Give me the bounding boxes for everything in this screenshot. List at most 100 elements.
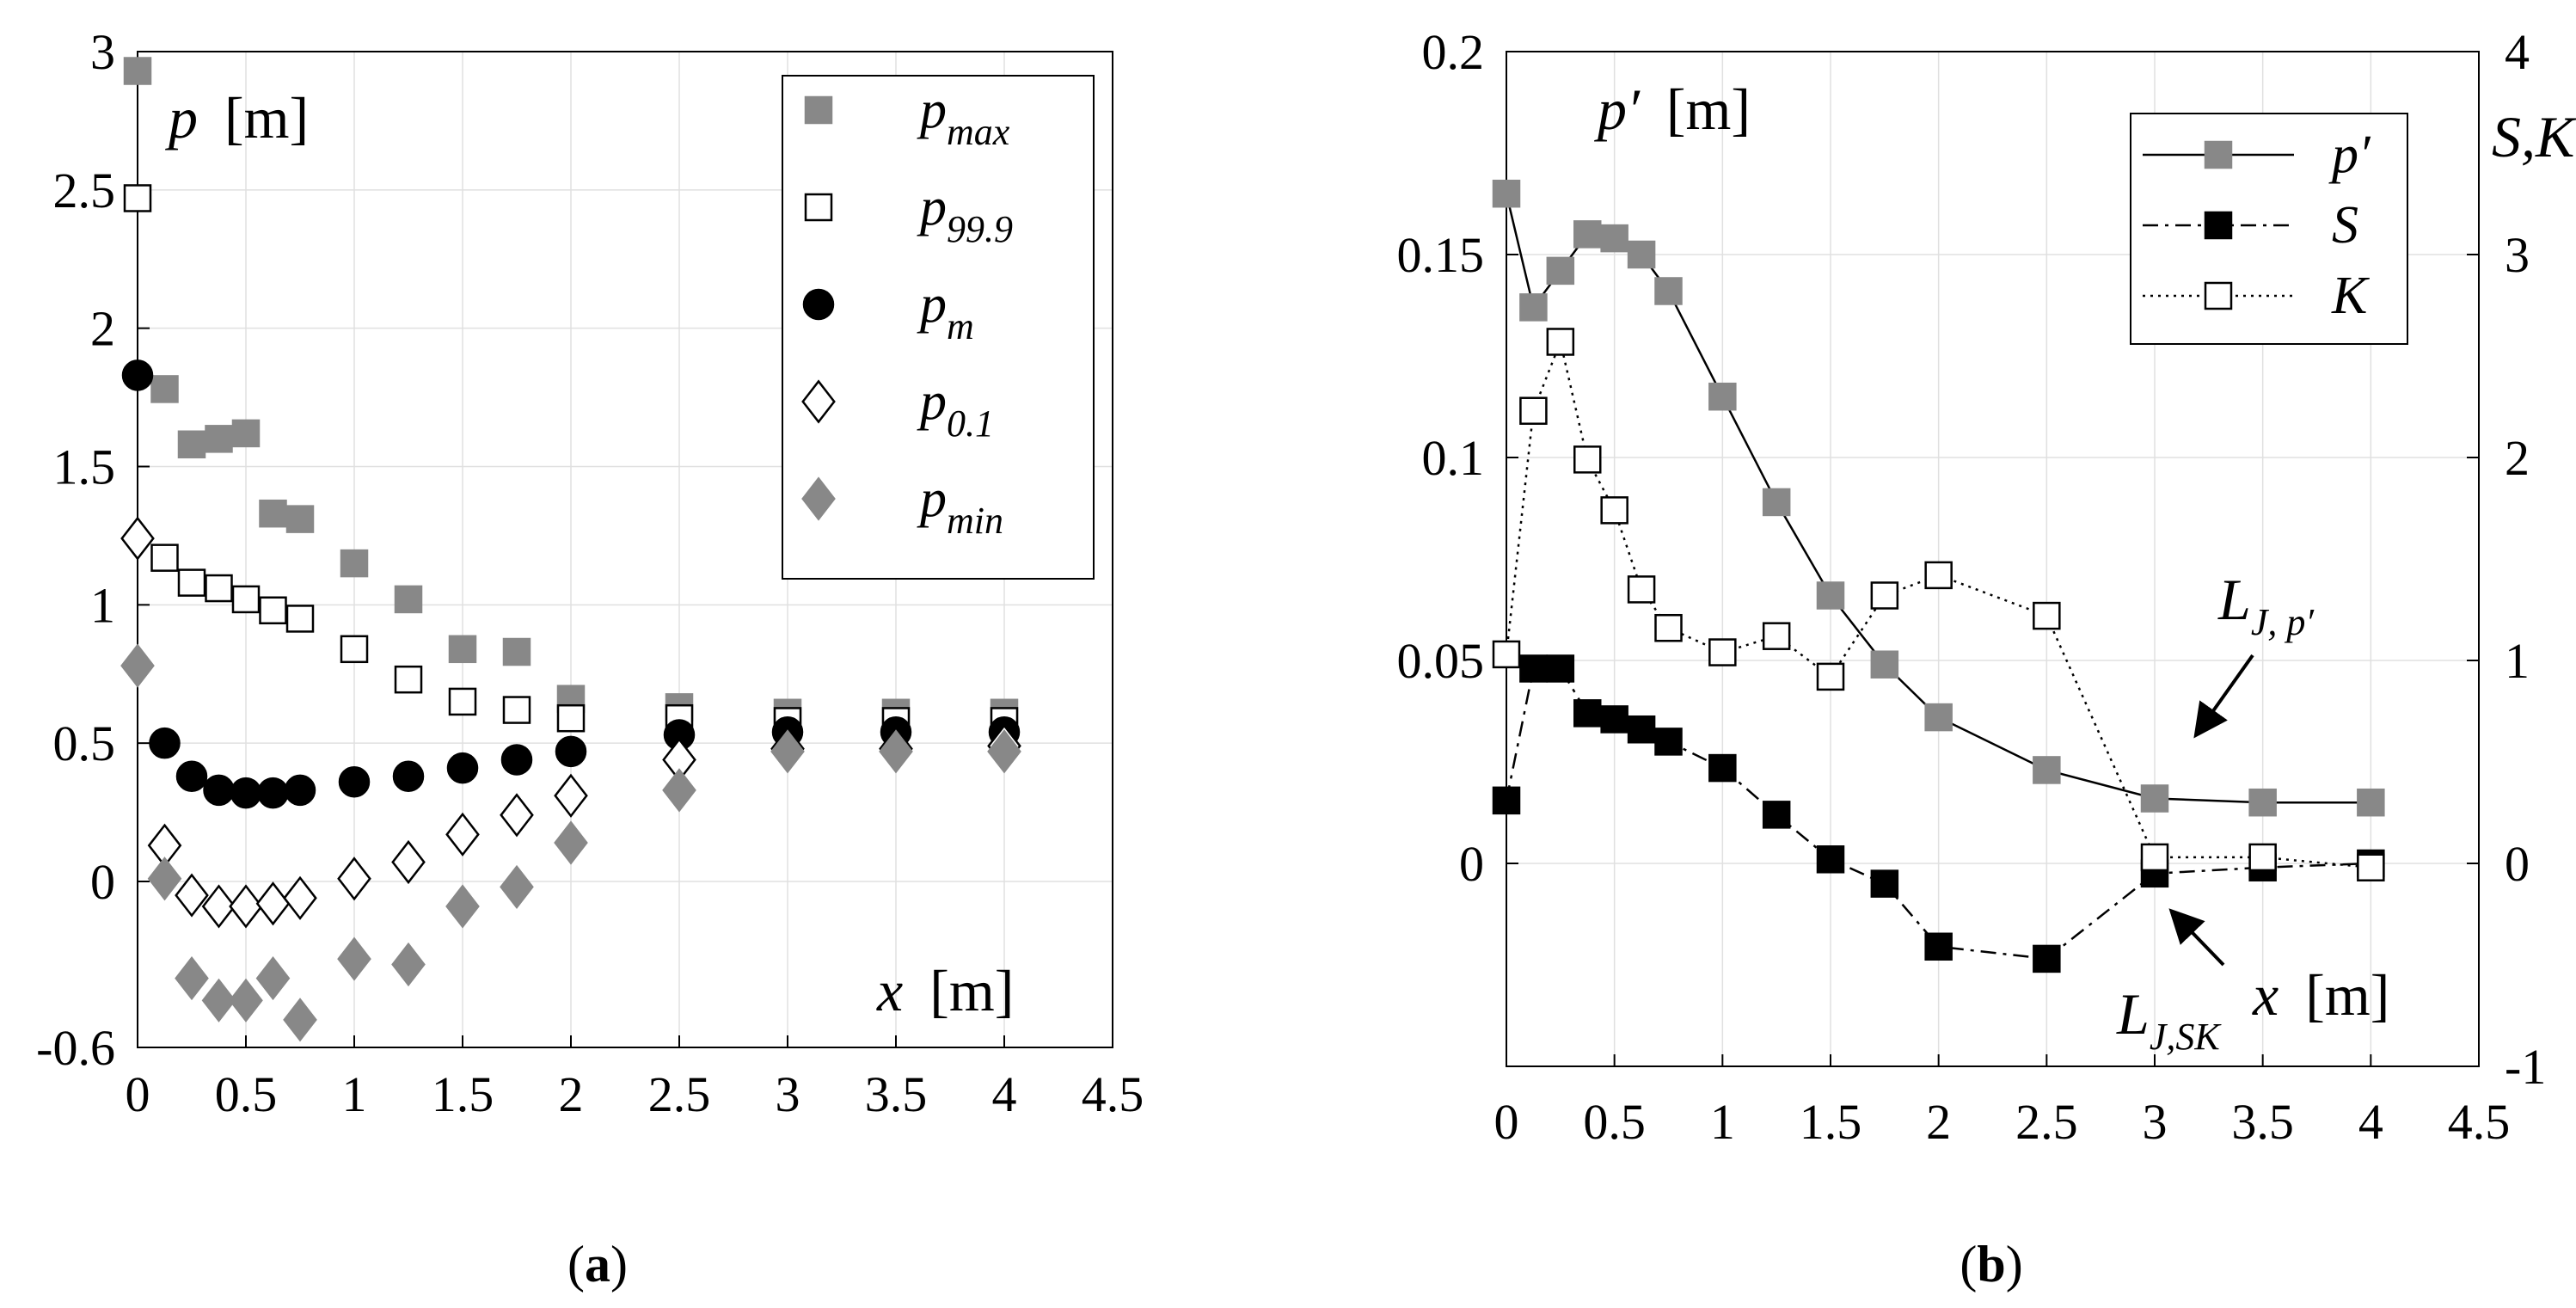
- point-pprime: [1546, 256, 1575, 286]
- chart-a-ytick-label: 0: [90, 854, 115, 910]
- point-pmax: [394, 585, 423, 614]
- point-S: [1924, 932, 1953, 961]
- point-pm: [121, 359, 154, 391]
- point-pmin: [283, 998, 317, 1042]
- point-pmax: [150, 375, 179, 403]
- chart-b-xtick-label: 2.5: [2015, 1094, 2078, 1150]
- chart-a-ytick-label: 0.5: [53, 715, 116, 771]
- point-pprime: [2248, 788, 2277, 817]
- point-pmin: [337, 936, 371, 981]
- point-K: [1654, 613, 1683, 642]
- point-p999: [231, 585, 261, 614]
- legend-marker-S: [2204, 211, 2233, 240]
- chart-b-legend: p′ SK: [2130, 113, 2408, 345]
- chart-a-xtick-label: 3.5: [865, 1066, 928, 1122]
- chart-a-ytick-label: 2: [90, 301, 115, 357]
- chart-b-ytick-right-label: 1: [2505, 633, 2530, 689]
- legend-label-S: S: [2332, 196, 2358, 255]
- chart-b-ylabel-var: p′: [1594, 77, 1641, 142]
- point-p01: [554, 773, 588, 818]
- legend-label-p999: p99.9: [917, 178, 1013, 250]
- chart-b: 0 0.5 1 1.5 2 2.5 3 3.5 4 4.5 0 0.05 0.1 0.15 0.2 -1 0 1 2…: [1397, 24, 2576, 1293]
- point-pprime: [1870, 650, 1899, 679]
- point-p01: [120, 516, 155, 561]
- point-pmax: [259, 499, 287, 528]
- chart-b-ytick-right-label: -1: [2505, 1039, 2546, 1095]
- chart-b-ytick-label: 0.1: [1422, 430, 1485, 486]
- point-pmax: [205, 425, 233, 453]
- point-p999: [123, 184, 152, 212]
- chart-a-marks: [120, 57, 1021, 1042]
- point-p999: [259, 596, 287, 625]
- chart-b-xtick-label: 3.5: [2231, 1094, 2294, 1150]
- point-K: [2357, 853, 2385, 881]
- point-p01: [337, 857, 371, 901]
- point-S: [1762, 801, 1791, 829]
- point-pprime: [1708, 382, 1737, 411]
- series-line-K: [1505, 338, 2371, 869]
- point-pm: [257, 777, 289, 809]
- chart-a-ytick-label: 1: [90, 577, 115, 633]
- chart-a-xtick-label: 2: [559, 1066, 584, 1122]
- point-K: [1870, 581, 1899, 610]
- chart-a-xtick-label: 0.5: [215, 1066, 278, 1122]
- chart-b-xtick-label: 1: [1710, 1094, 1735, 1150]
- chart-b-ylabel-right: S,K: [2492, 104, 2576, 169]
- chart-b-xtick-label: 1.5: [1800, 1094, 1862, 1150]
- point-p999: [205, 574, 233, 603]
- chart-b-ytick-label: 0: [1459, 836, 1484, 892]
- point-S: [1600, 705, 1628, 734]
- chart-b-ytick-right-label: 2: [2505, 430, 2530, 486]
- legend-label-pm: pm: [917, 275, 974, 347]
- point-S: [1708, 753, 1737, 783]
- point-p01: [175, 873, 209, 918]
- chart-b-lines: [1505, 193, 2371, 961]
- chart-b-xtick-label: 4.5: [2448, 1094, 2511, 1150]
- annotation-l-j-pprime: LJ, p′: [2217, 567, 2315, 643]
- chart-a-ytick-label: 1.5: [53, 439, 116, 495]
- point-pm: [203, 774, 235, 807]
- point-p999: [340, 635, 369, 664]
- point-pprime: [1627, 240, 1656, 269]
- chart-b-axes-frame: [1506, 51, 2480, 1067]
- point-K: [2140, 843, 2169, 872]
- legend-marker-pm: [802, 288, 835, 321]
- point-S: [1546, 654, 1575, 683]
- point-pm: [230, 777, 262, 809]
- point-pmax: [448, 635, 477, 664]
- point-S: [1816, 845, 1845, 874]
- chart-b-ytick-right-label: 0: [2505, 836, 2530, 892]
- legend-label-pmin: pmin: [917, 470, 1003, 542]
- legend-marker-p999: [804, 193, 833, 222]
- legend-marker-p01: [801, 379, 836, 424]
- point-S: [1627, 715, 1656, 744]
- point-pprime: [1654, 277, 1683, 305]
- point-p999: [448, 687, 477, 716]
- point-pmin: [554, 820, 588, 865]
- point-p999: [285, 605, 315, 633]
- point-p01: [229, 884, 263, 929]
- chart-a-caption: (a): [567, 1236, 628, 1293]
- chart-b-legend-box: [2130, 113, 2408, 345]
- point-K: [1627, 575, 1656, 604]
- chart-a-xtick-label: 1: [342, 1066, 367, 1122]
- point-pm: [446, 752, 479, 784]
- chart-b-ytick-right-label: 3: [2505, 227, 2530, 283]
- chart-a-ylabel: p [m]: [165, 85, 309, 150]
- point-pprime: [2357, 788, 2385, 817]
- point-pm: [284, 774, 316, 807]
- point-K: [1546, 328, 1575, 356]
- chart-a-ytick-label: 3: [90, 24, 115, 80]
- point-p999: [150, 543, 179, 572]
- point-p999: [394, 665, 423, 694]
- chart-b-ylabel: p′ [m]: [1594, 77, 1751, 142]
- legend-label-K: K: [2331, 267, 2371, 325]
- point-pmax: [340, 549, 369, 578]
- point-p01: [283, 875, 317, 920]
- point-p01: [391, 839, 426, 885]
- chart-a-legend-box: [782, 75, 1095, 580]
- point-K: [1519, 396, 1548, 425]
- point-K: [2033, 601, 2061, 630]
- chart-a-xlabel-var: x: [876, 958, 903, 1023]
- point-pprime: [2140, 784, 2169, 813]
